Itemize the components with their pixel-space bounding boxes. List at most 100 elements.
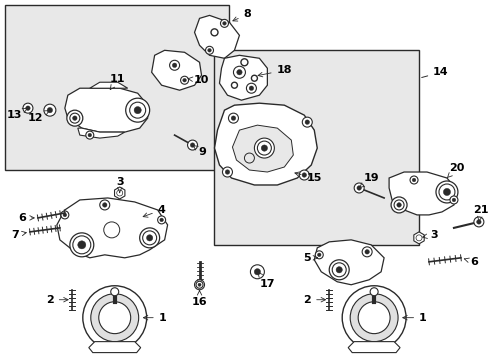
Circle shape — [241, 59, 247, 66]
Circle shape — [396, 203, 401, 207]
Circle shape — [261, 145, 267, 151]
Circle shape — [125, 98, 149, 122]
Circle shape — [67, 110, 82, 126]
Circle shape — [438, 184, 454, 200]
Circle shape — [225, 170, 229, 174]
Circle shape — [476, 220, 480, 224]
Circle shape — [254, 138, 274, 158]
Circle shape — [44, 104, 56, 116]
Circle shape — [169, 60, 179, 70]
Text: 18: 18 — [258, 65, 291, 77]
Circle shape — [362, 247, 371, 257]
Circle shape — [140, 228, 159, 248]
Circle shape — [349, 294, 397, 342]
Circle shape — [222, 22, 226, 25]
Circle shape — [331, 263, 346, 277]
Circle shape — [315, 251, 323, 259]
Polygon shape — [89, 342, 141, 352]
Polygon shape — [232, 125, 293, 172]
Text: 13: 13 — [6, 108, 27, 120]
Circle shape — [222, 167, 232, 177]
Text: 9: 9 — [193, 145, 206, 157]
Circle shape — [342, 286, 405, 350]
Circle shape — [254, 269, 260, 275]
Circle shape — [211, 29, 218, 36]
Circle shape — [99, 302, 130, 334]
Circle shape — [110, 288, 119, 296]
Text: 11: 11 — [110, 74, 125, 90]
Circle shape — [102, 203, 107, 207]
Text: 8: 8 — [232, 9, 251, 21]
Circle shape — [246, 83, 256, 93]
Circle shape — [190, 143, 194, 147]
Text: 3: 3 — [422, 230, 437, 240]
Circle shape — [451, 198, 455, 202]
Text: 15: 15 — [294, 172, 321, 183]
Circle shape — [305, 120, 309, 124]
Text: 6: 6 — [463, 257, 477, 267]
Circle shape — [207, 49, 211, 52]
Circle shape — [63, 213, 66, 217]
Circle shape — [70, 233, 94, 257]
Circle shape — [369, 288, 377, 296]
Circle shape — [82, 286, 146, 350]
Circle shape — [23, 103, 33, 113]
Circle shape — [317, 253, 321, 257]
Text: 1: 1 — [143, 313, 166, 323]
Polygon shape — [90, 82, 127, 88]
Text: 5: 5 — [303, 253, 317, 263]
Circle shape — [146, 235, 152, 241]
Circle shape — [357, 302, 389, 334]
Text: 14: 14 — [421, 67, 448, 77]
Text: 7: 7 — [11, 230, 26, 240]
Text: 20: 20 — [446, 163, 464, 178]
Circle shape — [47, 108, 53, 113]
Circle shape — [236, 69, 242, 75]
Polygon shape — [194, 15, 239, 58]
Circle shape — [70, 113, 80, 123]
Text: 17: 17 — [258, 273, 275, 289]
Circle shape — [231, 116, 235, 120]
Circle shape — [390, 197, 406, 213]
Circle shape — [473, 217, 483, 227]
Bar — [214, 50, 418, 245]
Polygon shape — [65, 88, 147, 132]
Circle shape — [78, 241, 86, 249]
Text: 16: 16 — [191, 291, 207, 307]
Polygon shape — [388, 172, 456, 215]
Circle shape — [134, 107, 141, 114]
Polygon shape — [114, 187, 124, 199]
Circle shape — [129, 102, 145, 118]
Circle shape — [157, 216, 165, 224]
Circle shape — [142, 231, 156, 245]
Text: 10: 10 — [188, 75, 209, 85]
Circle shape — [231, 82, 237, 88]
Circle shape — [205, 46, 213, 54]
Polygon shape — [347, 342, 399, 352]
Circle shape — [302, 173, 306, 177]
Circle shape — [73, 236, 91, 254]
Text: 12: 12 — [28, 111, 49, 123]
Polygon shape — [214, 103, 317, 185]
Circle shape — [103, 222, 120, 238]
Circle shape — [356, 186, 361, 190]
Circle shape — [220, 19, 228, 27]
Text: 4: 4 — [143, 205, 165, 217]
Circle shape — [251, 75, 257, 81]
Circle shape — [61, 211, 69, 219]
Circle shape — [364, 249, 368, 254]
Circle shape — [449, 196, 457, 204]
Text: 6: 6 — [18, 213, 34, 223]
Polygon shape — [413, 232, 423, 244]
Circle shape — [443, 188, 449, 195]
Circle shape — [187, 140, 197, 150]
Text: 2: 2 — [46, 295, 68, 305]
Circle shape — [160, 218, 163, 222]
Bar — [5, 5, 229, 170]
Circle shape — [411, 178, 415, 182]
Circle shape — [328, 260, 348, 280]
Text: 21: 21 — [472, 205, 488, 221]
Text: 3: 3 — [116, 177, 123, 193]
Circle shape — [228, 113, 238, 123]
Circle shape — [435, 181, 457, 203]
